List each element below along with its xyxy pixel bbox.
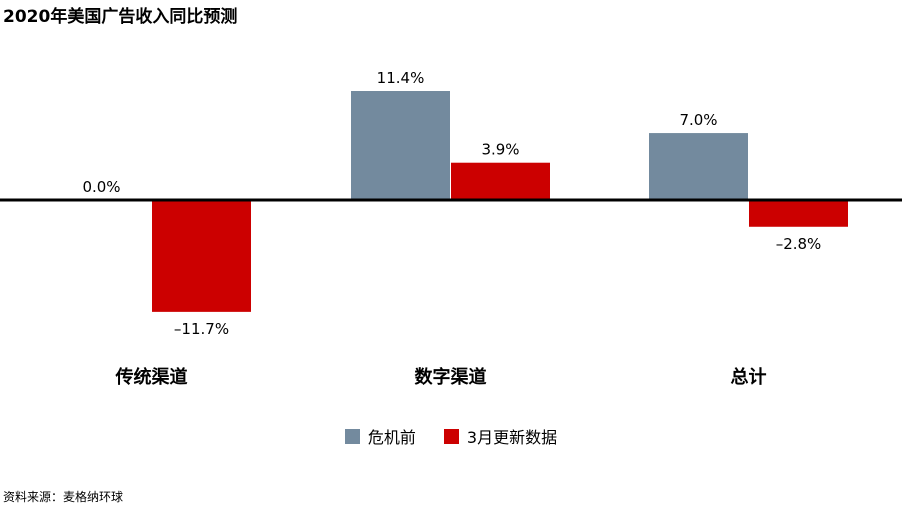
category-label-1: 数字渠道 <box>415 366 487 388</box>
bar-march-update-0 <box>152 200 251 312</box>
bar-pre-crisis-2 <box>649 133 748 200</box>
category-label-2: 总计 <box>731 366 767 388</box>
legend: 危机前 3月更新数据 <box>0 424 902 448</box>
category-label-0: 传统渠道 <box>115 366 188 388</box>
data-label-pre-crisis-2: 7.0% <box>679 111 717 129</box>
data-label-pre-crisis-0: 0.0% <box>82 178 120 196</box>
legend-item-pre-crisis: 危机前 <box>344 424 416 448</box>
data-label-pre-crisis-1: 11.4% <box>377 69 425 87</box>
bar-march-update-2 <box>749 200 848 227</box>
chart-title: 2020年美国广告收入同比预测 <box>3 7 238 27</box>
legend-swatch-pre-crisis <box>344 428 360 444</box>
data-label-march-update-0: –11.7% <box>174 320 229 338</box>
legend-swatch-march-update <box>443 428 459 444</box>
bar-pre-crisis-1 <box>351 91 450 200</box>
data-label-march-update-2: –2.8% <box>776 235 822 253</box>
source-note: 资料来源：麦格纳环球 <box>3 490 124 504</box>
bar-chart: 0.0% –11.7% 传统渠道 11.4% 3.9% 数字渠道 7.0% –2.8% 总计 <box>0 69 902 388</box>
legend-label-pre-crisis: 危机前 <box>367 428 416 447</box>
legend-label-march-update: 3月更新数据 <box>466 428 558 447</box>
bar-march-update-1 <box>451 162 550 200</box>
legend-item-march-update: 3月更新数据 <box>443 424 558 448</box>
data-label-march-update-1: 3.9% <box>481 141 519 159</box>
